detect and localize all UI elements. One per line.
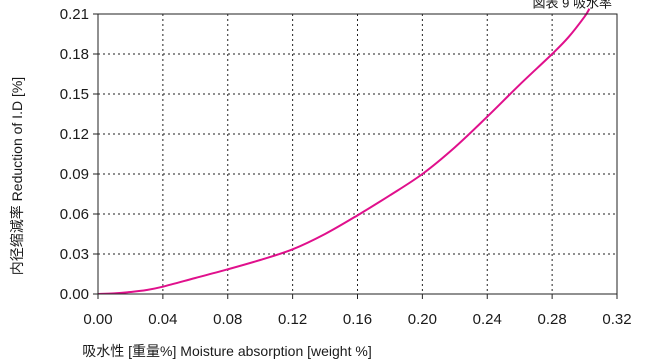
y-tick-labels: 0.00 0.03 0.06 0.09 0.12 0.15 0.18 0.21: [60, 6, 89, 303]
x-tick-label: 0.00: [83, 311, 112, 328]
y-tick-label: 0.06: [60, 206, 89, 223]
y-tick-label: 0.15: [60, 86, 89, 103]
x-tick-label: 0.20: [408, 311, 437, 328]
series-layer: [98, 8, 591, 294]
series-line: [98, 8, 591, 294]
grid: [98, 14, 617, 294]
y-tick-label: 0.03: [60, 246, 89, 263]
x-tick-label: 0.16: [343, 311, 372, 328]
x-tick-label: 0.12: [278, 311, 307, 328]
top-note: 図表 9 吸水率: [533, 0, 612, 11]
x-tick-label: 0.08: [213, 311, 242, 328]
y-axis-title: 内径缩減率 Reduction of I.D [%]: [9, 77, 25, 275]
ticks: [93, 13, 618, 299]
x-tick-label: 0.04: [148, 311, 177, 328]
y-tick-label: 0.18: [60, 46, 89, 63]
x-tick-label: 0.28: [538, 311, 567, 328]
y-tick-label: 0.21: [60, 6, 89, 23]
y-tick-label: 0.00: [60, 286, 89, 303]
x-tick-label: 0.24: [473, 311, 502, 328]
x-axis-title: 吸水性 [重量%] Moisture absorption [weight %]: [82, 343, 371, 359]
x-tick-labels: 0.00 0.04 0.08 0.12 0.16 0.20 0.24 0.28 0.32: [83, 311, 631, 328]
y-tick-label: 0.12: [60, 126, 89, 143]
y-tick-label: 0.09: [60, 166, 89, 183]
x-tick-label: 0.32: [602, 311, 631, 328]
